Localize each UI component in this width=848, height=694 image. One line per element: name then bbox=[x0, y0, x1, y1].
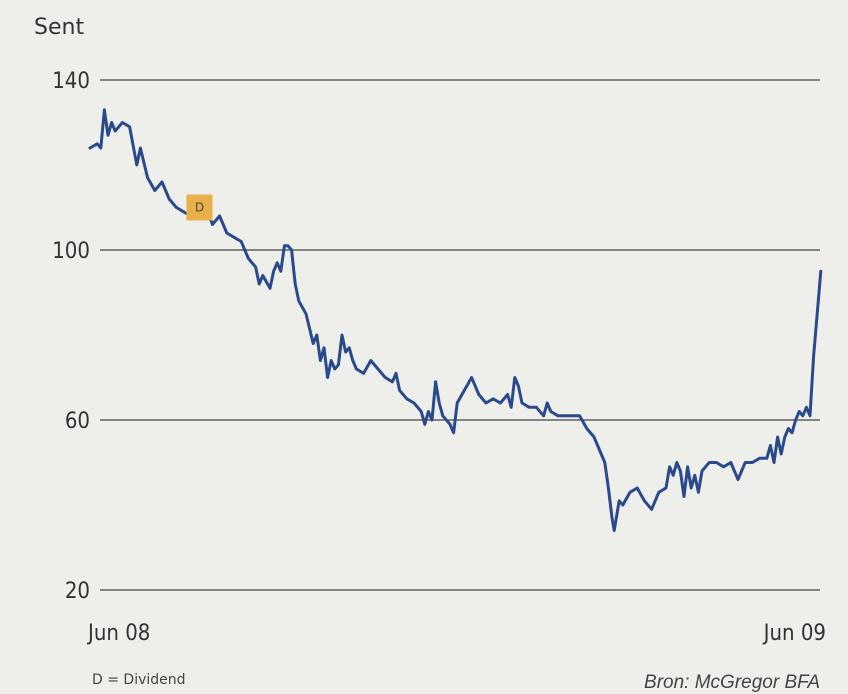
y-tick-label: 140 bbox=[52, 69, 90, 94]
dividend-marker: D bbox=[186, 194, 213, 221]
y-axis-tick-labels: 140 100 60 20 bbox=[52, 69, 90, 604]
legend-note: D = Dividend bbox=[92, 672, 186, 688]
dividend-marker-box bbox=[186, 194, 213, 221]
y-tick-label: 20 bbox=[65, 579, 90, 604]
source-credit: Bron: McGregor BFA bbox=[644, 672, 820, 693]
y-tick-label: 60 bbox=[65, 409, 90, 434]
x-tick-label: Jun 08 bbox=[86, 621, 150, 646]
y-tick-label: 100 bbox=[52, 239, 90, 264]
gridlines bbox=[100, 79, 820, 591]
y-axis-unit-label: Sent bbox=[34, 15, 84, 40]
dividend-marker-label: D bbox=[195, 201, 204, 215]
x-tick-label: Jun 09 bbox=[762, 621, 826, 646]
price-series-line bbox=[88, 108, 823, 532]
x-axis-tick-labels: Jun 08 Jun 09 bbox=[86, 621, 826, 646]
